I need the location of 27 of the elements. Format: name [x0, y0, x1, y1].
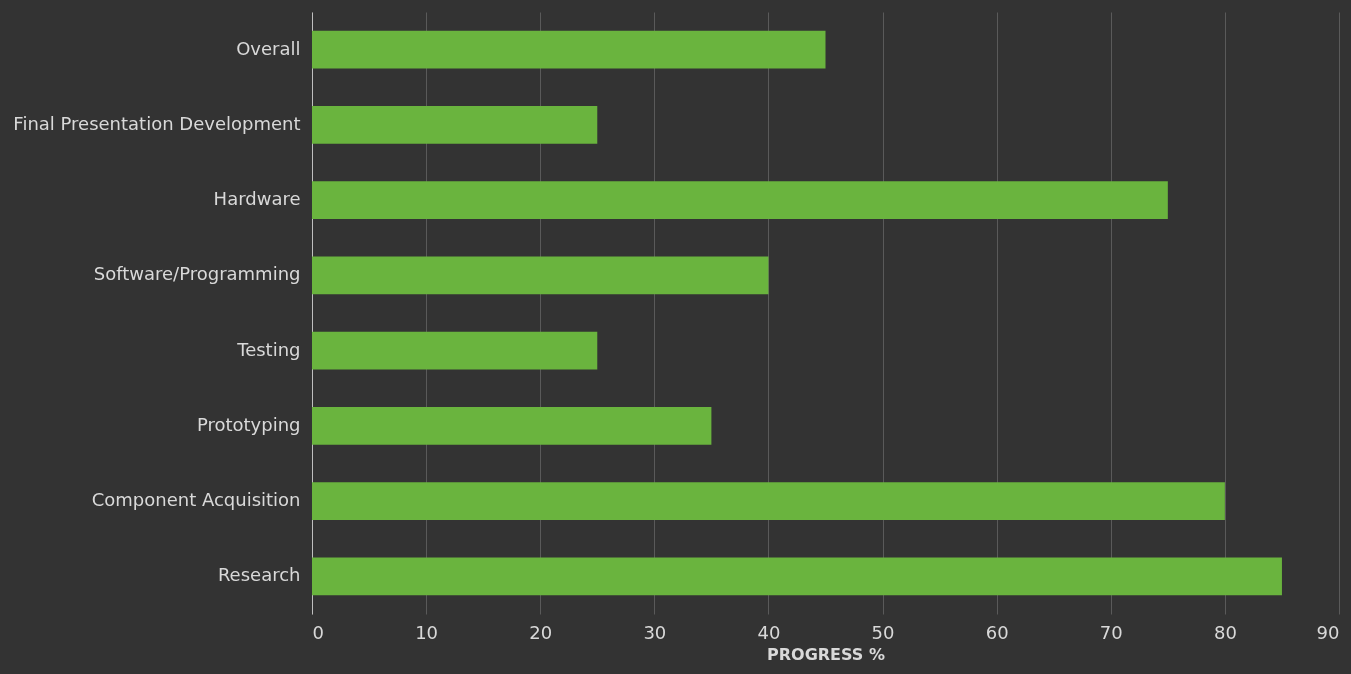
x-tick-label: 70: [1099, 621, 1123, 643]
x-tick-label: 80: [1213, 621, 1237, 643]
bar: [312, 331, 598, 370]
x-tick-label: 60: [985, 621, 1009, 643]
bar: [312, 557, 1282, 596]
bar: [312, 482, 1225, 520]
x-axis-title: PROGRESS %: [767, 644, 885, 664]
y-tick-label: Overall: [236, 37, 301, 59]
bar: [312, 30, 826, 69]
bar: [312, 106, 598, 144]
y-tick-label: Final Presentation Development: [13, 112, 301, 134]
y-tick-label: Testing: [236, 338, 301, 360]
x-tick-label: 90: [1316, 621, 1340, 643]
y-tick-label: Prototyping: [196, 413, 301, 435]
y-tick-label: Research: [217, 564, 301, 586]
bar: [312, 181, 1168, 219]
y-tick-label: Component Acquisition: [91, 489, 301, 511]
bar: [312, 407, 712, 445]
y-tick-label: Hardware: [213, 188, 301, 210]
x-tick-label: 0: [312, 621, 324, 643]
x-tick-label: 40: [757, 621, 781, 643]
x-tick-label: 20: [529, 621, 553, 643]
x-tick-label: 50: [871, 621, 895, 643]
x-tick-label: 10: [415, 621, 439, 643]
y-tick-label: Software/Programming: [93, 263, 301, 285]
x-tick-label: 30: [643, 621, 667, 643]
bar: [312, 256, 769, 295]
